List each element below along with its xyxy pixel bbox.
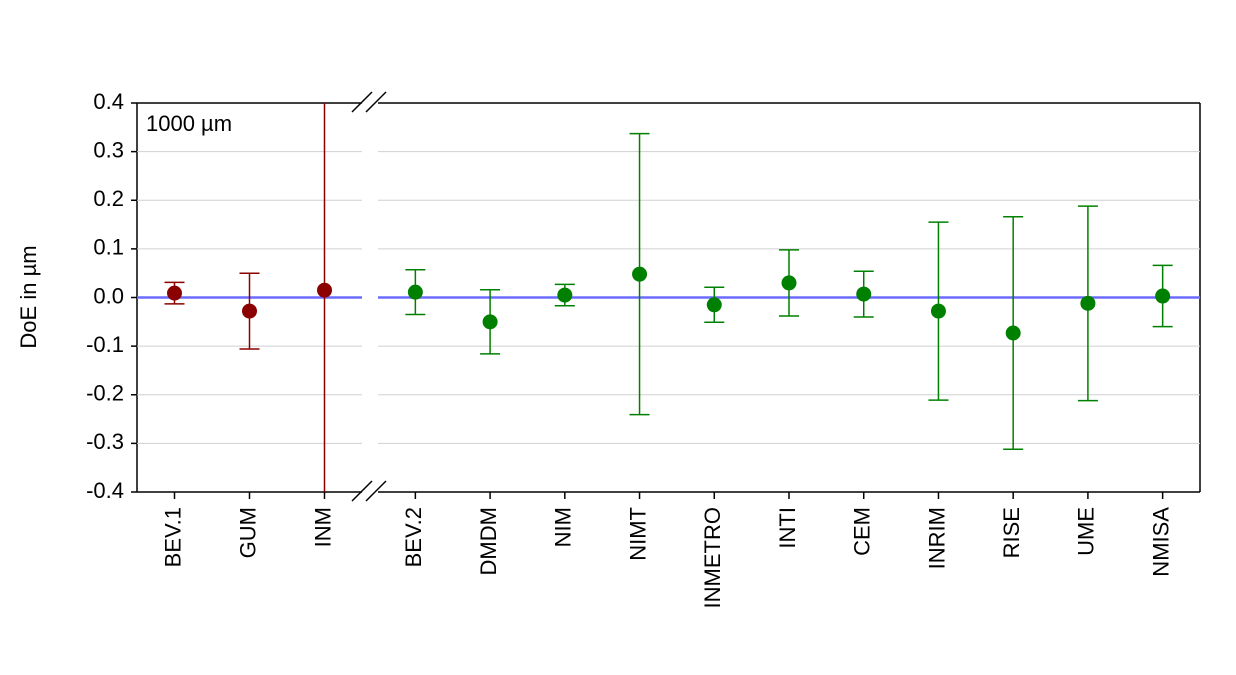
point (407, 284, 423, 300)
x-tick-label: RISE (999, 507, 1024, 558)
x-tick-label: INTI (775, 507, 800, 549)
point (317, 282, 332, 298)
point (1080, 295, 1096, 311)
x-tick-label: NIMT (625, 507, 650, 561)
y-tick-label: -0.4 (86, 478, 124, 503)
x-tick-label: CEM (850, 507, 875, 556)
point (930, 303, 946, 319)
point (167, 285, 182, 301)
point (856, 286, 872, 302)
y-tick-label: 0.3 (93, 137, 124, 162)
plot-area (137, 103, 362, 492)
x-tick-label: INRIM (924, 507, 949, 569)
plot-area (378, 132, 1200, 450)
x-tick-label: BEV.2 (401, 507, 426, 567)
point (781, 275, 797, 291)
y-tick-label: 0.1 (93, 235, 124, 260)
point (1155, 288, 1171, 304)
annotation: 1000 µm (146, 111, 232, 136)
x-tick-label: NIM (551, 507, 576, 547)
x-tick-label: INM (310, 507, 335, 547)
y-axis-label: DoE in µm (16, 245, 41, 348)
y-tick-label: -0.2 (86, 381, 124, 406)
point (706, 297, 722, 313)
y-tick-label: 0.2 (93, 186, 124, 211)
y-tick-label: 0.0 (93, 283, 124, 308)
x-tick-label: BEV.1 (160, 507, 185, 567)
y-tick-label: -0.1 (86, 332, 124, 357)
x-tick-label: UME (1074, 507, 1099, 556)
x-tick-label: GUM (235, 507, 260, 558)
y-tick-label: -0.3 (86, 429, 124, 454)
x-tick-label: DMDM (476, 507, 501, 575)
point (632, 266, 648, 282)
point (482, 314, 498, 330)
point (1005, 325, 1021, 341)
point (242, 303, 257, 319)
point (557, 287, 573, 303)
x-tick-label: INMETRO (700, 507, 725, 608)
x-tick-label: NMISA (1148, 507, 1173, 577)
y-tick-label: 0.4 (93, 89, 124, 114)
